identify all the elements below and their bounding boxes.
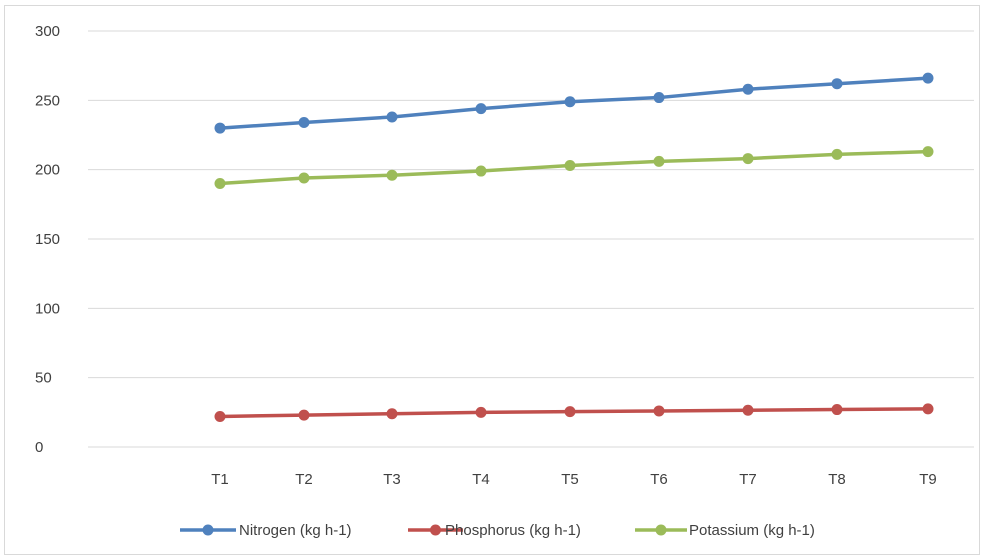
- x-tick-label: T4: [472, 471, 490, 488]
- data-point: [653, 405, 665, 417]
- legend-marker: [655, 524, 667, 536]
- y-tick-label: 300: [35, 23, 60, 40]
- data-point: [742, 83, 754, 95]
- legend-marker: [430, 524, 441, 536]
- y-tick-label: 0: [35, 439, 43, 456]
- legend-item: Phosphorus (kg h-1): [408, 522, 581, 539]
- y-tick-label: 200: [35, 162, 60, 179]
- legend-item: Nitrogen (kg h-1): [180, 522, 352, 539]
- x-axis-ticks: T1 T2 T3 T4 T5 T6 T7 T8 T9: [211, 471, 937, 488]
- data-point: [564, 96, 576, 108]
- data-point: [831, 404, 843, 416]
- data-point: [298, 172, 310, 184]
- y-tick-label: 100: [35, 300, 60, 317]
- legend-label: Phosphorus (kg h-1): [445, 522, 581, 539]
- series-2: [214, 146, 934, 190]
- data-point: [653, 92, 665, 104]
- data-point: [214, 178, 226, 190]
- data-point: [653, 155, 665, 167]
- x-tick-label: T1: [211, 471, 229, 488]
- data-point: [214, 410, 226, 422]
- data-point: [298, 117, 310, 129]
- data-point: [564, 160, 576, 172]
- y-axis-ticks: 0 50 100 150 200 250 300: [35, 23, 60, 456]
- data-point: [742, 153, 754, 165]
- series-layer: [214, 72, 934, 422]
- data-point: [386, 169, 398, 181]
- x-tick-label: T9: [919, 471, 937, 488]
- x-tick-label: T6: [650, 471, 668, 488]
- chart-frame: [4, 5, 980, 555]
- series-1: [214, 403, 934, 422]
- data-point: [922, 72, 934, 84]
- data-point: [831, 78, 843, 90]
- data-point: [214, 122, 226, 134]
- data-point: [475, 165, 487, 177]
- data-point: [475, 406, 487, 418]
- y-tick-label: 50: [35, 370, 52, 387]
- y-tick-label: 150: [35, 231, 60, 248]
- legend-label: Nitrogen (kg h-1): [239, 522, 352, 539]
- legend-marker: [202, 524, 214, 536]
- data-point: [475, 103, 487, 115]
- series-0: [214, 72, 934, 134]
- x-tick-label: T3: [383, 471, 401, 488]
- data-point: [564, 406, 576, 418]
- y-tick-label: 250: [35, 92, 60, 109]
- data-point: [831, 148, 843, 160]
- data-point: [742, 404, 754, 416]
- legend: Nitrogen (kg h-1) Phosphorus (kg h-1) Pota…: [180, 522, 815, 539]
- gridlines: [88, 30, 974, 448]
- data-point: [922, 146, 934, 158]
- legend-label: Potassium (kg h-1): [689, 522, 815, 539]
- x-tick-label: T7: [739, 471, 757, 488]
- x-tick-label: T2: [295, 471, 313, 488]
- data-point: [298, 409, 310, 421]
- x-tick-label: T5: [561, 471, 579, 488]
- x-tick-label: T8: [828, 471, 846, 488]
- legend-item: Potassium (kg h-1): [635, 522, 815, 539]
- data-point: [386, 111, 398, 123]
- data-point: [386, 408, 398, 420]
- data-point: [922, 403, 934, 415]
